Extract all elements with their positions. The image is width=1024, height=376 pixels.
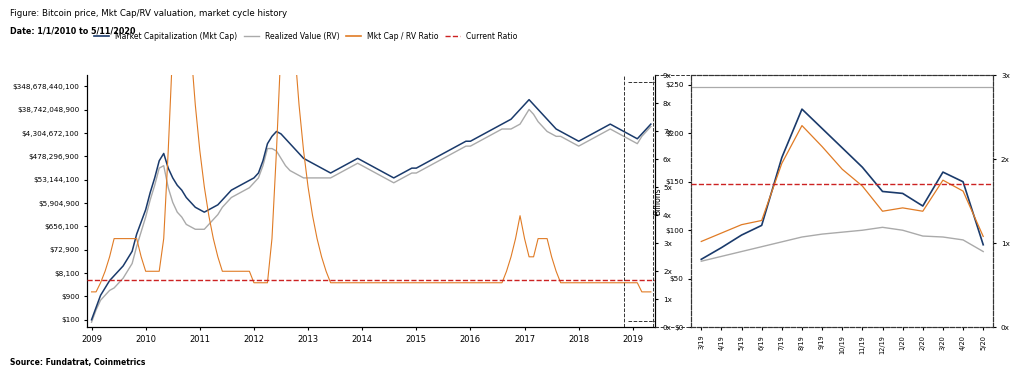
Text: Figure: Bitcoin price, Mkt Cap/RV valuation, market cycle history: Figure: Bitcoin price, Mkt Cap/RV valuat…	[10, 9, 288, 18]
Y-axis label: Billions: Billions	[653, 187, 663, 215]
Text: Source: Fundatrat, Coinmetrics: Source: Fundatrat, Coinmetrics	[10, 358, 145, 367]
Legend: Market Capitalization (Mkt Cap), Realized Value (RV), Mkt Cap / RV Ratio, Curren: Market Capitalization (Mkt Cap), Realize…	[91, 29, 520, 44]
Text: Date: 1/1/2010 to 5/11/2020: Date: 1/1/2010 to 5/11/2020	[10, 26, 136, 35]
